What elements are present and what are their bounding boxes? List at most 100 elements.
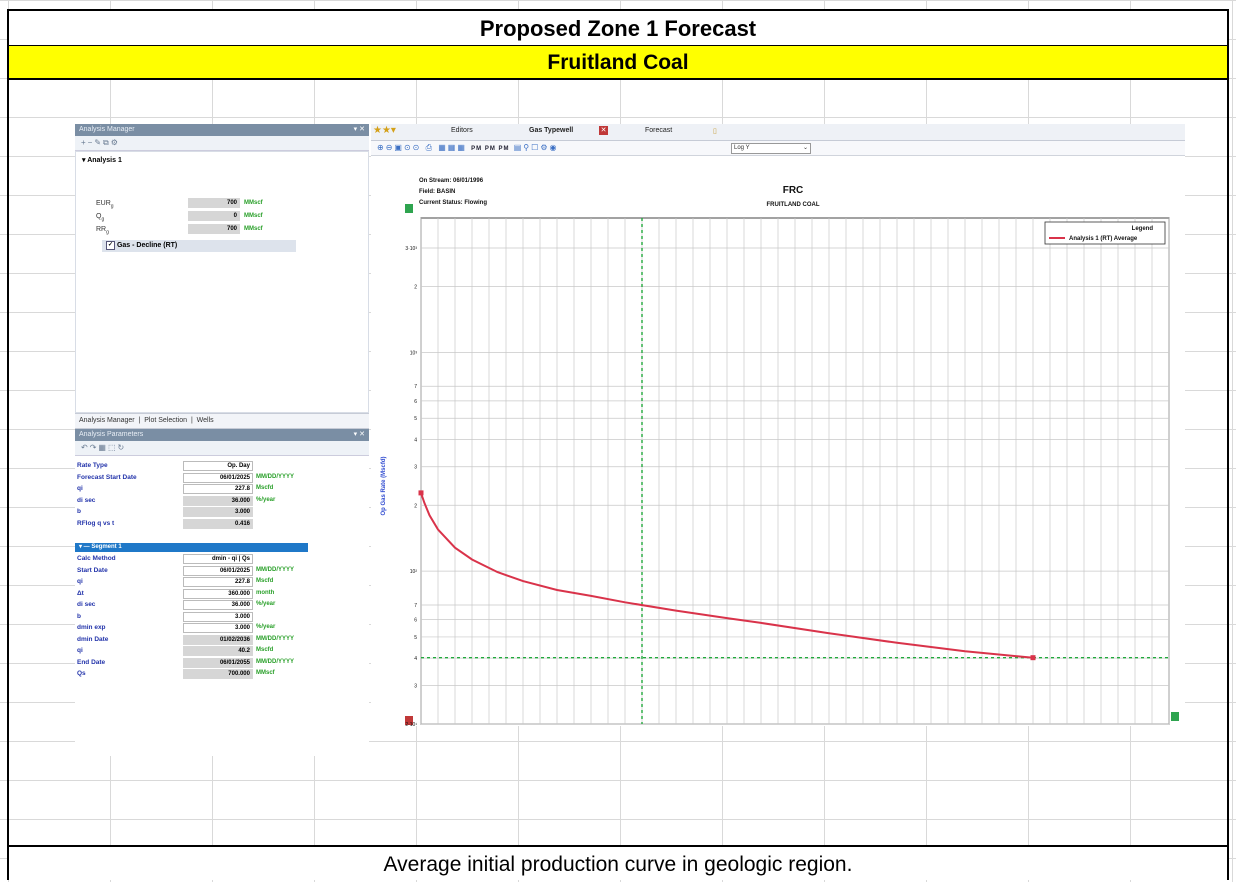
new-tab-icon[interactable]: ▯	[713, 128, 717, 135]
print-icon[interactable]: ⎙	[425, 143, 435, 152]
am-row-value[interactable]: 700	[188, 198, 240, 208]
series-line[interactable]	[420, 492, 1034, 659]
am-row-label-text: RR	[96, 226, 107, 233]
param-unit: MMscf	[256, 670, 275, 676]
tab-plot-selection[interactable]: Plot Selection	[144, 417, 188, 424]
analysis-parameters-toolbar: ↶↷▦⬚↻	[75, 441, 369, 456]
production-chart[interactable]: On Stream: 06/01/1996 Field: BASIN Current…	[371, 156, 1185, 750]
chart-icons[interactable]: ▦▦▦	[438, 143, 467, 152]
copy-icon[interactable]: ⧉	[103, 138, 111, 147]
param-value[interactable]: 700.000	[183, 669, 253, 679]
param-value[interactable]: 06/01/2025	[183, 565, 253, 576]
y-tick-label: 10³	[410, 350, 418, 356]
param-unit: %/year	[256, 496, 276, 503]
favorites-icon[interactable]: ★★▾	[373, 125, 396, 136]
panel-close-icon[interactable]: ▾ ✕	[353, 431, 365, 438]
y-tick-label: 4	[414, 656, 417, 662]
param-label: qi	[77, 647, 83, 654]
y-tick-label: 6	[414, 399, 417, 405]
segment-header[interactable]: ▾ — Segment 1	[75, 543, 308, 552]
param-label: Forecast Start Date	[77, 473, 137, 481]
y-tick-label: 7	[414, 603, 417, 609]
param-value[interactable]: 40.2	[183, 646, 253, 656]
pm-buttons[interactable]: PM PM PM	[471, 146, 510, 152]
param-label: qi	[77, 485, 83, 492]
series-end-point[interactable]	[1030, 655, 1036, 661]
param-value[interactable]: 36.000	[183, 495, 253, 506]
am-row-value[interactable]: 700	[188, 224, 240, 234]
param-value[interactable]: 36.000	[183, 600, 253, 610]
am-row-label: EURg	[96, 200, 114, 209]
param-value[interactable]: 360.000	[183, 588, 253, 599]
undo-icon[interactable]: ↶	[81, 443, 90, 452]
analysis-manager-tree: ▾ Analysis 1 ✓ Gas - Decline (RT) EURg 70…	[75, 151, 369, 413]
remove-icon[interactable]: −	[87, 138, 95, 147]
param-value[interactable]: 0.416	[183, 518, 253, 529]
series-start-point[interactable]	[418, 490, 424, 496]
lock-icon[interactable]	[405, 716, 413, 725]
am-row-label-sub: g	[110, 203, 114, 210]
plot-subtitle: FRUITLAND COAL	[767, 202, 820, 208]
am-row-unit: MMscf	[244, 226, 263, 232]
analysis-manager-titlebar: Analysis Manager ▾ ✕	[75, 124, 369, 136]
stream-info-line: Field: BASIN	[419, 189, 455, 195]
settings-icon[interactable]: ⚙	[110, 138, 120, 147]
segment-icon[interactable]: ▦	[98, 443, 108, 452]
param-label: Calc Method	[77, 555, 116, 562]
left-app-panel: Analysis Manager ▾ ✕ +−✎⧉⚙ ▾ Analysis 1 …	[75, 124, 369, 756]
lock-open-icon[interactable]	[405, 204, 413, 213]
param-value[interactable]: 3.000	[183, 623, 253, 633]
analysis-parameters-title: Analysis Parameters	[79, 431, 144, 438]
param-value[interactable]: 06/01/2055	[183, 657, 253, 668]
param-label: qi	[77, 578, 83, 585]
tab-forecast[interactable]: Forecast	[645, 127, 673, 134]
edit-icon[interactable]: ✎	[94, 138, 104, 147]
am-row-label-text: Q	[96, 213, 102, 220]
checkbox-icon[interactable]: ✓	[106, 240, 115, 250]
param-value[interactable]: dmin - qi | Qs	[183, 554, 253, 564]
panel-close-icon[interactable]: ▾ ✕	[353, 126, 365, 133]
zoom-icon[interactable]: ⊕⊖▣⊙⊙	[377, 143, 422, 152]
lock-open-icon[interactable]	[1171, 712, 1179, 721]
analysis-manager-toolbar: +−✎⧉⚙	[75, 136, 369, 151]
param-value[interactable]: 01/02/2036	[183, 634, 253, 645]
analysis-parameters-titlebar: Analysis Parameters ▾ ✕	[75, 429, 369, 441]
scale-select[interactable]: Log Y ⌄	[731, 143, 811, 154]
redo-icon[interactable]: ↷	[89, 443, 99, 452]
tree-root[interactable]: ▾ Analysis 1	[82, 157, 122, 164]
tools-icons[interactable]: ▤⚲☐⚙◉	[513, 143, 559, 152]
scale-select-value: Log Y	[734, 145, 750, 151]
param-label: Qs	[77, 670, 86, 677]
tab-gas-typewell[interactable]: Gas Typewell	[529, 127, 574, 134]
param-value[interactable]: 227.8	[183, 484, 253, 494]
stream-info-line: Current Status: Flowing	[419, 200, 487, 206]
param-value[interactable]: 227.8	[183, 577, 253, 587]
param-unit: month	[256, 589, 275, 596]
decline-item[interactable]: ✓ Gas - Decline (RT)	[102, 240, 296, 252]
reset-icon[interactable]: ↻	[117, 443, 127, 452]
split-icon[interactable]: ⬚	[107, 443, 118, 452]
param-value[interactable]: 06/01/2025	[183, 472, 253, 483]
tab-editors[interactable]: Editors	[451, 127, 473, 134]
close-tab-icon[interactable]: ✕	[599, 126, 608, 135]
am-row-label-sub: g	[106, 229, 109, 236]
y-tick-label: 7	[414, 384, 417, 390]
am-row-value[interactable]: 0	[188, 211, 240, 221]
plot-app-panel: ★★▾ Editors Gas Typewell ✕ Forecast ▯ ⊕⊖…	[371, 124, 1185, 750]
am-row-label-sub: g	[101, 216, 105, 223]
analysis-manager-tabs: Analysis Manager | Plot Selection | Well…	[75, 413, 369, 429]
tab-wells[interactable]: Wells	[196, 417, 214, 424]
y-tick-label: 2	[414, 503, 417, 509]
y-tick-label: 3	[414, 683, 417, 689]
param-value[interactable]: Op. Day	[183, 461, 253, 471]
tab-analysis-manager[interactable]: Analysis Manager	[79, 417, 135, 424]
y-tick-label: 3·10³	[405, 246, 417, 252]
chevron-down-icon: ⌄	[802, 145, 808, 151]
am-row-unit: MMscf	[244, 213, 263, 219]
stream-info-line: On Stream: 06/01/1996	[419, 178, 484, 184]
param-value[interactable]: 3.000	[183, 507, 253, 517]
y-tick-label: 6	[414, 618, 417, 624]
plot-toolbar: ⊕⊖▣⊙⊙ ⎙ ▦▦▦ PM PM PM ▤⚲☐⚙◉ Log Y ⌄	[371, 141, 1185, 156]
add-icon[interactable]: +	[81, 138, 88, 147]
param-value[interactable]: 3.000	[183, 611, 253, 622]
